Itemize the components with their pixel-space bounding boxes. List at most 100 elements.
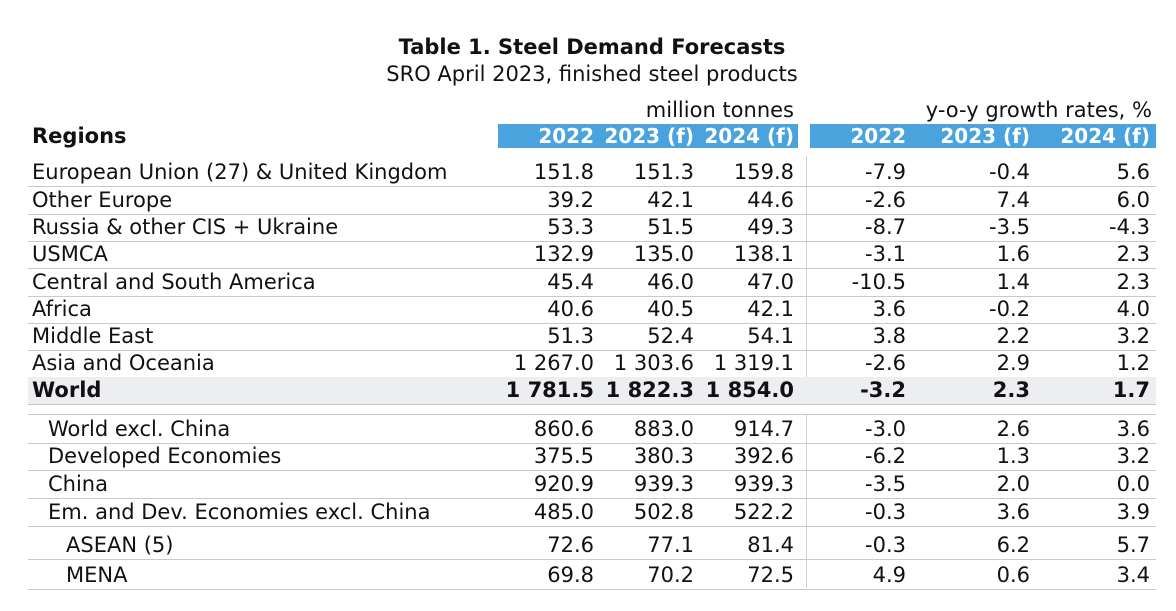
row-value: 2.2 xyxy=(996,324,1030,348)
row-value: 5.6 xyxy=(1116,160,1150,184)
table-row: European Union (27) & United Kingdom 151.… xyxy=(28,159,1156,186)
table-row: Africa 40.6 40.5 42.1 3.6 -0.2 4.0 xyxy=(28,296,1156,323)
row-value: -3.2 xyxy=(860,378,906,402)
row-value: 39.2 xyxy=(547,188,594,212)
row-value: 3.2 xyxy=(1116,324,1150,348)
table-row: World excl. China 860.6 883.0 914.7 -3.0 2.6 3… xyxy=(28,416,1156,443)
header-2023f-growth: 2023 (f) xyxy=(940,124,1030,148)
row-label: Middle East xyxy=(32,324,154,348)
table-row: Central and South America 45.4 46.0 47.0 -10… xyxy=(28,269,1156,296)
header-bar-growth: 2022 2023 (f) 2024 (f) xyxy=(810,124,1156,148)
row-label: China xyxy=(48,472,108,496)
row-label: Africa xyxy=(32,297,92,321)
group-gap xyxy=(28,405,1156,415)
row-value: 44.6 xyxy=(747,188,794,212)
row-value: -4.3 xyxy=(1109,215,1150,239)
row-value: 883.0 xyxy=(633,417,694,441)
row-value: -3.1 xyxy=(865,242,906,266)
table-row: Developed Economies 375.5 380.3 392.6 -6.2 1.… xyxy=(28,443,1156,470)
table-row: Russia & other CIS + Ukraine 53.3 51.5 49.3… xyxy=(28,214,1156,241)
table-row: China 920.9 939.3 939.3 -3.5 2.0 0.0 xyxy=(28,471,1156,498)
row-label: MENA xyxy=(66,563,128,587)
row-value: 1.3 xyxy=(996,444,1030,468)
row-value: 151.3 xyxy=(633,160,694,184)
header-2022-volume: 2022 xyxy=(538,124,594,148)
row-value: 6.2 xyxy=(996,533,1030,557)
row-value: 70.2 xyxy=(647,563,694,587)
row-value: 46.0 xyxy=(647,270,694,294)
row-value: 132.9 xyxy=(533,242,594,266)
table-title: Table 1. Steel Demand Forecasts xyxy=(398,35,786,59)
row-label: World xyxy=(32,378,102,402)
header-2024f-growth: 2024 (f) xyxy=(1060,124,1150,148)
row-value: 151.8 xyxy=(533,160,594,184)
row-value: 485.0 xyxy=(533,500,594,524)
table-row: Em. and Dev. Economies excl. China 485.0 5… xyxy=(28,499,1156,526)
row-value: -0.2 xyxy=(989,297,1030,321)
column-group-separator xyxy=(806,156,807,588)
row-divider xyxy=(28,350,1156,351)
table-row: Middle East 51.3 52.4 54.1 3.8 2.2 3.2 xyxy=(28,323,1156,350)
row-divider xyxy=(28,559,1156,560)
row-value: 3.8 xyxy=(872,324,906,348)
row-value: 3.2 xyxy=(1116,444,1150,468)
row-value: 392.6 xyxy=(733,444,794,468)
row-value: 1 854.0 xyxy=(705,378,794,402)
row-value: 2.3 xyxy=(992,378,1030,402)
unit-label-million-tonnes: million tonnes xyxy=(645,98,794,122)
row-value: 51.3 xyxy=(547,324,594,348)
row-value: 380.3 xyxy=(633,444,694,468)
header-bar-volume: 2022 2023 (f) 2024 (f) xyxy=(498,124,798,148)
row-value: 3.6 xyxy=(1116,417,1150,441)
row-value: -2.6 xyxy=(865,188,906,212)
row-value: 860.6 xyxy=(533,417,594,441)
row-label: Central and South America xyxy=(32,270,316,294)
row-value: 159.8 xyxy=(733,160,794,184)
row-label: Asia and Oceania xyxy=(32,351,215,375)
row-divider xyxy=(28,526,1156,527)
row-value: 3.9 xyxy=(1116,500,1150,524)
row-value: 1.4 xyxy=(996,270,1030,294)
row-value: 3.4 xyxy=(1116,563,1150,587)
row-value: 920.9 xyxy=(533,472,594,496)
row-value: 1.7 xyxy=(1112,378,1150,402)
row-value: -3.5 xyxy=(865,472,906,496)
row-divider xyxy=(28,268,1156,269)
row-value: 522.2 xyxy=(733,500,794,524)
row-value: 7.4 xyxy=(996,188,1030,212)
row-value: 53.3 xyxy=(547,215,594,239)
row-value: -7.9 xyxy=(865,160,906,184)
row-divider xyxy=(28,443,1156,444)
row-value: 3.6 xyxy=(996,500,1030,524)
row-label: Other Europe xyxy=(32,188,173,212)
row-value: 6.0 xyxy=(1116,188,1150,212)
row-value: -3.5 xyxy=(989,215,1030,239)
row-value: 2.6 xyxy=(996,417,1030,441)
row-value: 939.3 xyxy=(633,472,694,496)
header-2024f-volume: 2024 (f) xyxy=(704,124,794,148)
row-value: 1.2 xyxy=(1116,351,1150,375)
row-value: -2.6 xyxy=(865,351,906,375)
row-label: European Union (27) & United Kingdom xyxy=(32,160,448,184)
row-divider xyxy=(28,404,1156,405)
row-value: 54.1 xyxy=(747,324,794,348)
row-value: 1 822.3 xyxy=(605,378,694,402)
row-divider xyxy=(28,589,1156,590)
row-value: 42.1 xyxy=(747,297,794,321)
row-value: 1 781.5 xyxy=(505,378,594,402)
row-label: Developed Economies xyxy=(48,444,282,468)
row-value: 4.9 xyxy=(872,563,906,587)
row-value: 1 319.1 xyxy=(713,351,794,375)
row-value: 1 303.6 xyxy=(613,351,694,375)
row-value: -0.3 xyxy=(865,500,906,524)
row-divider xyxy=(28,186,1156,187)
row-value: 939.3 xyxy=(733,472,794,496)
row-value: 1 267.0 xyxy=(513,351,594,375)
header-2023f-volume: 2023 (f) xyxy=(604,124,694,148)
row-value: 502.8 xyxy=(633,500,694,524)
row-label: USMCA xyxy=(32,242,108,266)
row-label: World excl. China xyxy=(48,417,231,441)
row-value: 0.0 xyxy=(1116,472,1150,496)
table-subtitle: SRO April 2023, finished steel products xyxy=(386,62,798,86)
row-value: -3.0 xyxy=(865,417,906,441)
